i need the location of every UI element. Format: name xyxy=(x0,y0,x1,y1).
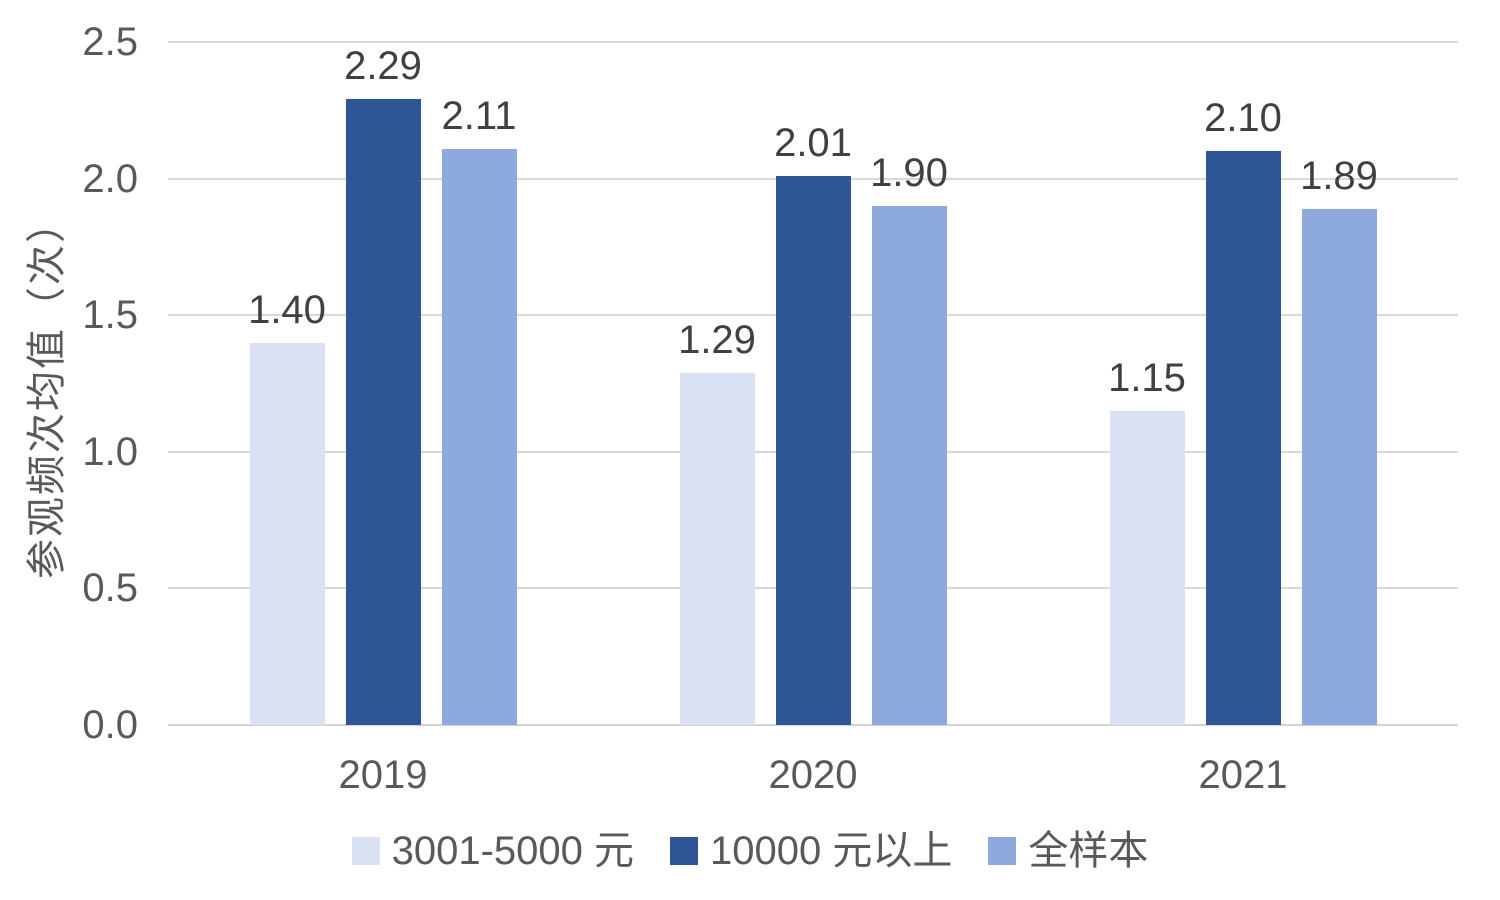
value-label: 1.15 xyxy=(1108,355,1186,400)
bar xyxy=(1205,151,1281,725)
value-label: 1.90 xyxy=(870,150,948,195)
y-tick-label: 1.5 xyxy=(82,293,138,338)
value-label: 2.10 xyxy=(1204,96,1282,141)
legend-item: 3001-5000 元 xyxy=(351,828,635,874)
value-label: 2.11 xyxy=(441,93,517,138)
y-tick-label: 0.0 xyxy=(82,703,138,747)
bar xyxy=(1109,410,1185,725)
legend-swatch xyxy=(351,837,380,865)
bar xyxy=(871,205,947,725)
y-axis-title: 参观频次均值（次） xyxy=(25,201,69,579)
legend-label: 全样本 xyxy=(1028,829,1149,873)
x-tick-label: 2019 xyxy=(338,753,428,797)
legend-swatch xyxy=(988,837,1017,865)
legend-item: 全样本 xyxy=(988,828,1148,874)
x-tick-label: 2020 xyxy=(768,753,858,797)
bar xyxy=(679,372,755,725)
x-tick-label: 2021 xyxy=(1198,753,1288,797)
gridline xyxy=(168,41,1458,43)
y-tick-label: 0.5 xyxy=(82,566,138,611)
y-tick-label: 2.0 xyxy=(82,156,138,201)
bar xyxy=(249,342,325,725)
value-label: 1.29 xyxy=(678,317,756,362)
bar xyxy=(1301,208,1377,725)
bar xyxy=(345,99,421,725)
y-tick-label: 1.0 xyxy=(82,429,138,474)
value-label: 1.40 xyxy=(248,287,326,332)
bar xyxy=(441,148,517,725)
legend-swatch xyxy=(670,837,699,865)
legend-label: 3001-5000 元 xyxy=(391,829,635,873)
baseline xyxy=(168,724,1458,726)
legend-item: 10000 元以上 xyxy=(670,828,952,874)
value-label: 2.29 xyxy=(344,44,422,89)
y-tick-label: 2.5 xyxy=(82,20,138,64)
legend: 3001-5000 元 10000 元以上 全样本 xyxy=(0,828,1500,874)
plot-area: 1.40 2.29 2.11 1.29 2.01 1.90 1.15 2.10 1.89 xyxy=(168,41,1458,726)
bar xyxy=(775,175,851,725)
value-label: 1.89 xyxy=(1300,153,1378,198)
legend-label: 10000 元以上 xyxy=(710,829,953,873)
value-label: 2.01 xyxy=(774,120,852,165)
